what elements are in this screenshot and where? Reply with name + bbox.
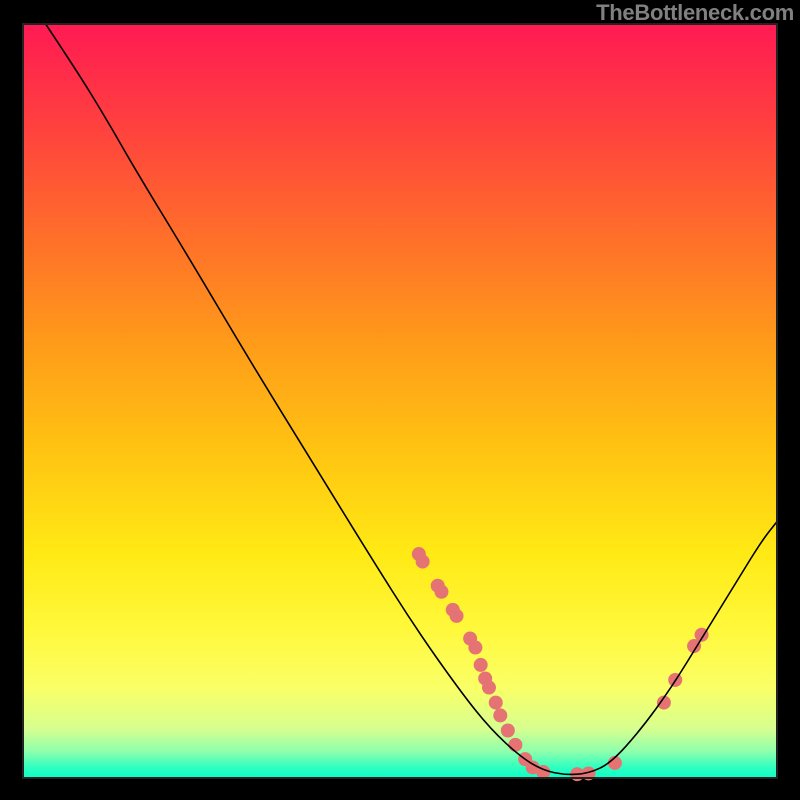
plot-background bbox=[23, 24, 777, 778]
scatter-point bbox=[489, 696, 503, 710]
scatter-point bbox=[434, 585, 448, 599]
scatter-point bbox=[482, 681, 496, 695]
scatter-point bbox=[508, 738, 522, 752]
scatter-point bbox=[468, 641, 482, 655]
scatter-point bbox=[501, 723, 515, 737]
scatter-point bbox=[450, 609, 464, 623]
scatter-point bbox=[493, 708, 507, 722]
bottleneck-curve-chart bbox=[0, 0, 800, 800]
watermark-text: TheBottleneck.com bbox=[596, 0, 794, 26]
chart-container: TheBottleneck.com bbox=[0, 0, 800, 800]
scatter-point bbox=[416, 555, 430, 569]
scatter-point bbox=[474, 658, 488, 672]
